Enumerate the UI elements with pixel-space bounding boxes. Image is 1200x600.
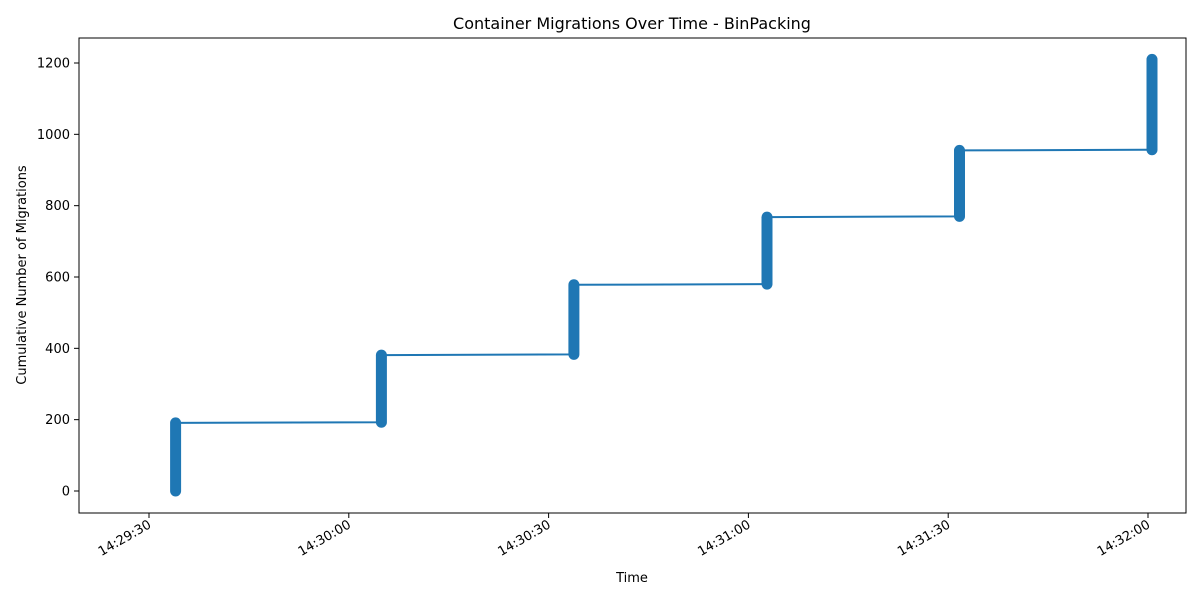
y-tick-label: 0 [62,485,70,500]
y-tick-label: 400 [45,342,70,357]
plot-area [170,53,1158,497]
y-axis-ticks: 0 200 400 600 800 1000 1200 [37,57,79,500]
y-tick-label: 600 [45,271,70,286]
chart-title: Container Migrations Over Time - BinPack… [453,14,811,33]
y-tick-label: 1200 [37,57,70,72]
y-tick-label: 1000 [37,128,70,143]
series-line [174,59,1153,491]
x-axis-label: Time [615,571,648,586]
plot-frame [78,37,1187,514]
y-axis-label: Cumulative Number of Migrations [15,165,30,385]
y-tick-label: 200 [45,413,70,428]
y-tick-label: 800 [45,199,70,214]
